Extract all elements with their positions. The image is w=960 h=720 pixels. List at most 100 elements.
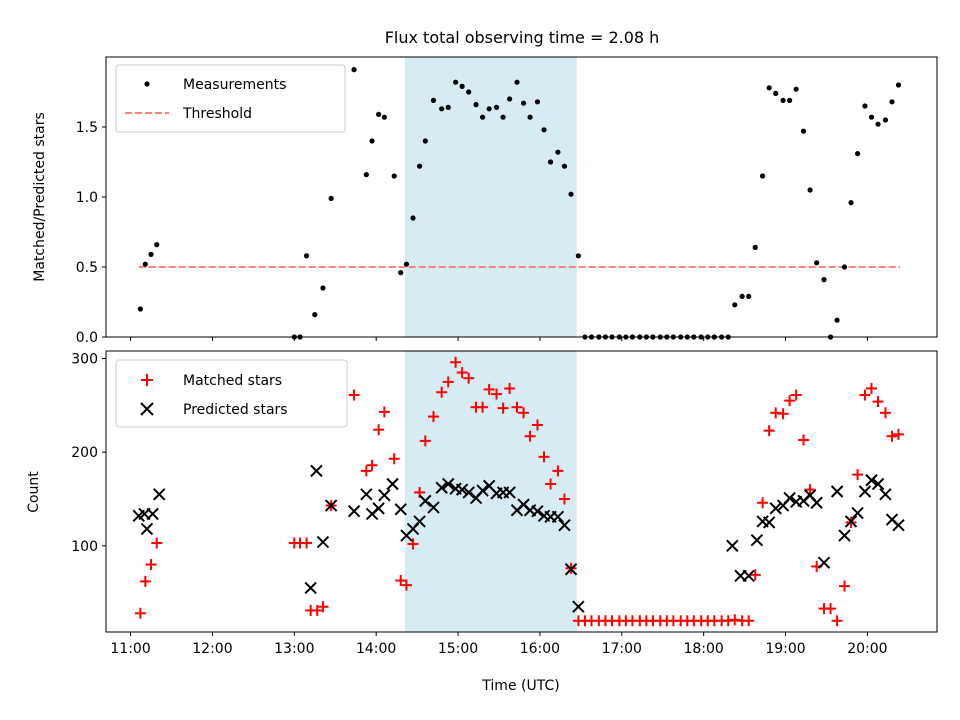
x-tick-label: 19:00 <box>765 641 805 657</box>
matched-star-point <box>395 574 407 586</box>
predicted-star-point <box>769 502 782 515</box>
measurement-point <box>752 244 758 250</box>
measurement-point <box>814 260 820 266</box>
measurement-point <box>312 312 318 318</box>
measurement-point <box>541 127 547 133</box>
matched-star-point <box>139 575 151 587</box>
matched-star-point <box>301 537 313 549</box>
matched-star-point <box>866 382 878 394</box>
measurement-point <box>821 277 827 283</box>
measurement-point <box>534 99 541 105</box>
x-tick-label: 11:00 <box>110 641 150 657</box>
x-tick-label: 15:00 <box>438 641 478 657</box>
matched-star-point <box>872 396 884 408</box>
top-y-axis-label: Matched/Predicted stars <box>32 112 48 282</box>
matched-star-point <box>825 603 837 615</box>
x-tick-label: 16:00 <box>520 641 560 657</box>
predicted-star-point <box>830 485 844 498</box>
matched-star-point <box>784 395 796 407</box>
measurement-point <box>369 138 375 144</box>
bottom-y-axis-label: Count <box>26 471 42 513</box>
predicted-star-point <box>817 556 831 569</box>
measurement-point <box>882 117 889 123</box>
measurement-point <box>575 253 582 259</box>
measurement-point <box>376 111 382 117</box>
legend-threshold-label: Threshold <box>182 106 252 122</box>
predicted-star-point <box>844 515 858 528</box>
matched-star-point <box>145 559 157 571</box>
measurement-point <box>430 97 437 103</box>
measurement-point <box>148 251 154 257</box>
measurement-point <box>787 97 793 103</box>
predicted-star-point <box>476 484 489 497</box>
measurement-point <box>137 306 143 312</box>
matched-star-point <box>400 579 412 591</box>
matched-star-point <box>743 615 755 627</box>
predicted-star-point <box>783 491 796 505</box>
measurement-point <box>527 114 533 120</box>
predicted-star-point <box>310 464 323 478</box>
top-y-tick-label: 0.0 <box>76 330 98 346</box>
measurement-point <box>793 86 799 92</box>
predicted-star-point <box>324 499 338 512</box>
top-y-tick-label: 1.5 <box>76 120 98 136</box>
measurement-point <box>154 242 160 248</box>
predicted-star-point <box>750 533 764 547</box>
measurement-point <box>854 151 861 157</box>
predicted-star-point <box>879 488 892 501</box>
predicted-star-point <box>455 483 469 496</box>
measurement-point <box>739 293 745 299</box>
predicted-star-point <box>419 494 432 508</box>
bot-y-tick-label: 300 <box>71 351 98 367</box>
x-tick-label: 12:00 <box>192 641 232 657</box>
measurement-point <box>363 172 369 178</box>
predicted-star-point <box>531 504 544 518</box>
predicted-star-point <box>347 504 361 518</box>
matched-star-point <box>538 451 550 463</box>
predicted-star-point <box>360 488 373 501</box>
matched-star-point <box>388 453 400 465</box>
matched-star-point <box>477 401 489 413</box>
matched-star-point <box>838 580 850 592</box>
predicted-star-point <box>394 503 407 516</box>
measurement-point <box>746 293 752 299</box>
measurement-point <box>303 253 310 259</box>
matched-star-point <box>852 469 864 481</box>
legend-measurements-label: Measurements <box>183 77 286 93</box>
matched-star-point <box>757 497 769 509</box>
legend-predicted-marker <box>140 402 154 416</box>
matched-star-point <box>151 537 163 549</box>
measurement-point <box>555 149 561 155</box>
bot-y-tick-label: 100 <box>71 539 98 555</box>
predicted-star-point <box>892 519 905 532</box>
matched-star-point <box>749 569 761 581</box>
predicted-star-point <box>865 474 878 487</box>
measurement-point <box>514 79 520 85</box>
measurement-point <box>142 261 148 267</box>
matched-star-point <box>804 484 816 496</box>
bottom-axes-frame <box>105 350 938 633</box>
matched-star-point <box>317 601 329 613</box>
matched-star-point <box>491 388 503 400</box>
measurement-point <box>466 89 472 95</box>
matched-star-point <box>545 478 557 490</box>
predicted-star-point <box>304 581 317 595</box>
measurement-point <box>459 83 465 89</box>
x-tick-label: 20:00 <box>847 641 887 657</box>
measurement-point <box>848 200 854 206</box>
predicted-star-point <box>762 516 776 529</box>
matched-star-point <box>311 604 323 616</box>
matched-star-point <box>798 434 810 446</box>
predicted-star-point <box>810 496 823 509</box>
predicted-star-point <box>140 522 154 536</box>
measurement-point <box>895 82 902 88</box>
measurement-point <box>391 173 397 179</box>
measurement-point <box>480 114 486 120</box>
x-tick-label: 18:00 <box>683 641 723 657</box>
matched-star-point <box>886 430 898 442</box>
measurement-point <box>410 215 416 221</box>
measurement-point <box>780 97 786 103</box>
legend-measurements-marker <box>144 81 150 87</box>
matched-star-point <box>360 465 372 477</box>
